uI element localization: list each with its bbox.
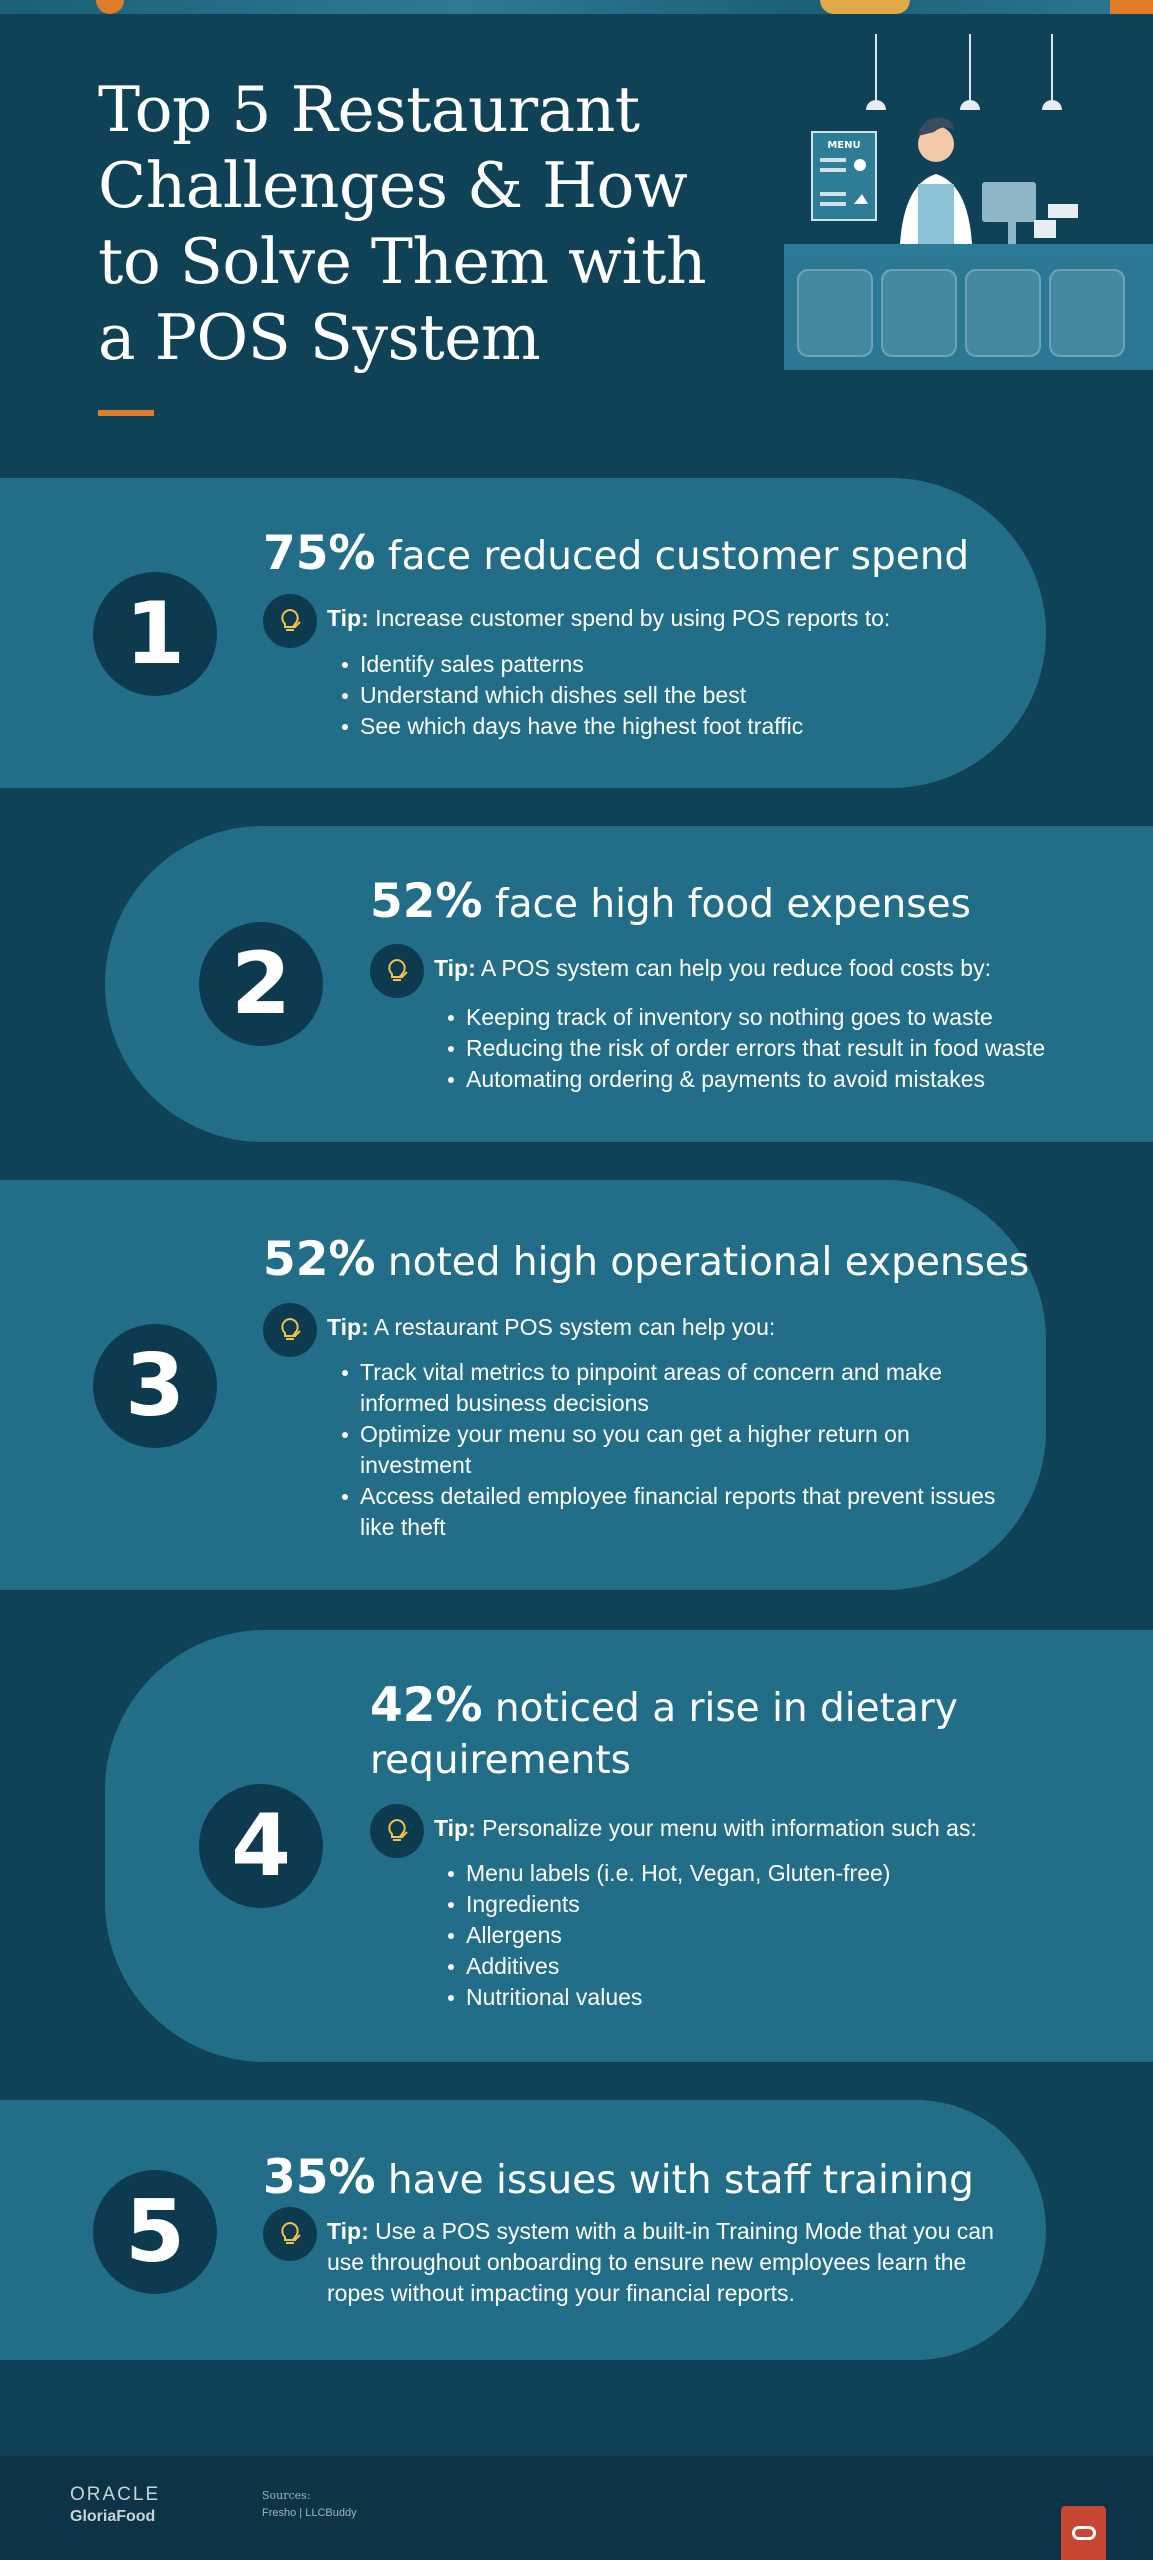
lightbulb-icon — [263, 594, 317, 648]
lightbulb-icon — [370, 944, 424, 998]
challenge-1-tip-text: Increase customer spend by using POS rep… — [375, 605, 891, 631]
challenge-2-tip: Tip: A POS system can help you reduce fo… — [370, 944, 991, 998]
challenge-1-tip-label: Tip: — [327, 605, 369, 631]
top-decorative-strip — [0, 0, 1153, 14]
challenge-4-percent: 42% — [370, 1678, 483, 1733]
lightbulb-icon — [370, 1804, 424, 1858]
list-item: Keeping track of inventory so nothing go… — [444, 1002, 1124, 1033]
challenge-5-tip: Tip: Use a POS system with a built-in Tr… — [263, 2207, 1003, 2309]
challenge-2-number: 2 — [199, 922, 323, 1046]
list-item: Automating ordering & payments to avoid … — [444, 1064, 1124, 1095]
title-accent-rule — [98, 410, 154, 416]
challenge-1-number: 1 — [93, 572, 217, 696]
footer: ORACLE GloriaFood Sources: Fresho | LLCB… — [0, 2456, 1153, 2560]
list-item: Reducing the risk of order errors that r… — [444, 1033, 1124, 1064]
challenge-2-tip-label: Tip: — [434, 955, 476, 981]
challenge-5-number: 5 — [93, 2170, 217, 2294]
list-item: Identify sales patterns — [338, 649, 978, 680]
challenge-5-heading: 35% have issues with staff training — [263, 2152, 974, 2207]
lightbulb-icon — [263, 1303, 317, 1357]
challenge-4-heading: 42% noticed a rise in dietary requiremen… — [370, 1680, 1010, 1787]
restaurant-counter-illustration: MENU — [784, 34, 1153, 370]
challenge-3-tip-text: A restaurant POS system can help you: — [373, 1314, 776, 1340]
challenge-2-heading: 52% face high food expenses — [370, 876, 971, 931]
list-item: Menu labels (i.e. Hot, Vegan, Gluten-fre… — [444, 1858, 1104, 1889]
list-item: Access detailed employee financial repor… — [338, 1481, 998, 1543]
oracle-logo-text: ORACLE — [70, 2484, 161, 2505]
list-item: Allergens — [444, 1920, 1104, 1951]
challenge-1-bullets: Identify sales patterns Understand which… — [338, 649, 978, 742]
list-item: Ingredients — [444, 1889, 1104, 1920]
challenge-5-tip-label: Tip: — [327, 2218, 369, 2244]
oracle-badge-icon — [1061, 2506, 1106, 2560]
challenge-4-bullets: Menu labels (i.e. Hot, Vegan, Gluten-fre… — [444, 1858, 1104, 2013]
hero-section: Top 5 Restaurant Challenges & How to Sol… — [0, 14, 1153, 470]
sources-text: Fresho | LLCBuddy — [262, 2507, 357, 2519]
list-item: Additives — [444, 1951, 1104, 1982]
list-item: Nutritional values — [444, 1982, 1104, 2013]
challenge-4-tip-label: Tip: — [434, 1815, 476, 1841]
list-item: Track vital metrics to pinpoint areas of… — [338, 1357, 998, 1419]
challenge-2-percent: 52% — [370, 874, 483, 929]
challenge-5-heading-text: have issues with staff training — [387, 2158, 974, 2203]
challenge-1-percent: 75% — [263, 526, 376, 581]
gloriafood-logo-text: GloriaFood — [70, 2508, 156, 2525]
challenge-2-heading-text: face high food expenses — [494, 882, 971, 927]
menu-board-label: MENU — [827, 140, 860, 151]
challenge-1-tip: Tip: Increase customer spend by using PO… — [263, 594, 890, 648]
challenge-3-heading-text: noted high operational expenses — [387, 1240, 1030, 1285]
challenge-5-percent: 35% — [263, 2150, 376, 2205]
list-item: Understand which dishes sell the best — [338, 680, 978, 711]
challenge-4-tip-text: Personalize your menu with information s… — [482, 1815, 977, 1841]
challenge-4-heading-text: noticed a rise in dietary requirements — [370, 1686, 958, 1783]
challenge-3-bullets: Track vital metrics to pinpoint areas of… — [338, 1357, 998, 1543]
sources-label: Sources: — [262, 2489, 311, 2502]
challenge-3-percent: 52% — [263, 1232, 376, 1287]
challenge-3-tip: Tip: A restaurant POS system can help yo… — [263, 1303, 775, 1357]
challenge-1-heading: 75% face reduced customer spend — [263, 528, 969, 583]
challenge-5-tip-text: Use a POS system with a built-in Trainin… — [327, 2218, 994, 2306]
challenge-2-bullets: Keeping track of inventory so nothing go… — [444, 1002, 1124, 1095]
challenge-1-heading-text: face reduced customer spend — [387, 534, 970, 579]
challenge-3-heading: 52% noted high operational expenses — [263, 1234, 1029, 1289]
list-item: See which days have the highest foot tra… — [338, 711, 978, 742]
challenge-4-tip: Tip: Personalize your menu with informat… — [370, 1804, 977, 1858]
challenge-3-tip-label: Tip: — [327, 1314, 369, 1340]
challenge-4-number: 4 — [199, 1784, 323, 1908]
challenge-3-number: 3 — [93, 1324, 217, 1448]
lightbulb-icon — [263, 2207, 317, 2261]
page-title: Top 5 Restaurant Challenges & How to Sol… — [98, 73, 707, 374]
list-item: Optimize your menu so you can get a high… — [338, 1419, 998, 1481]
challenge-2-tip-text: A POS system can help you reduce food co… — [480, 955, 991, 981]
